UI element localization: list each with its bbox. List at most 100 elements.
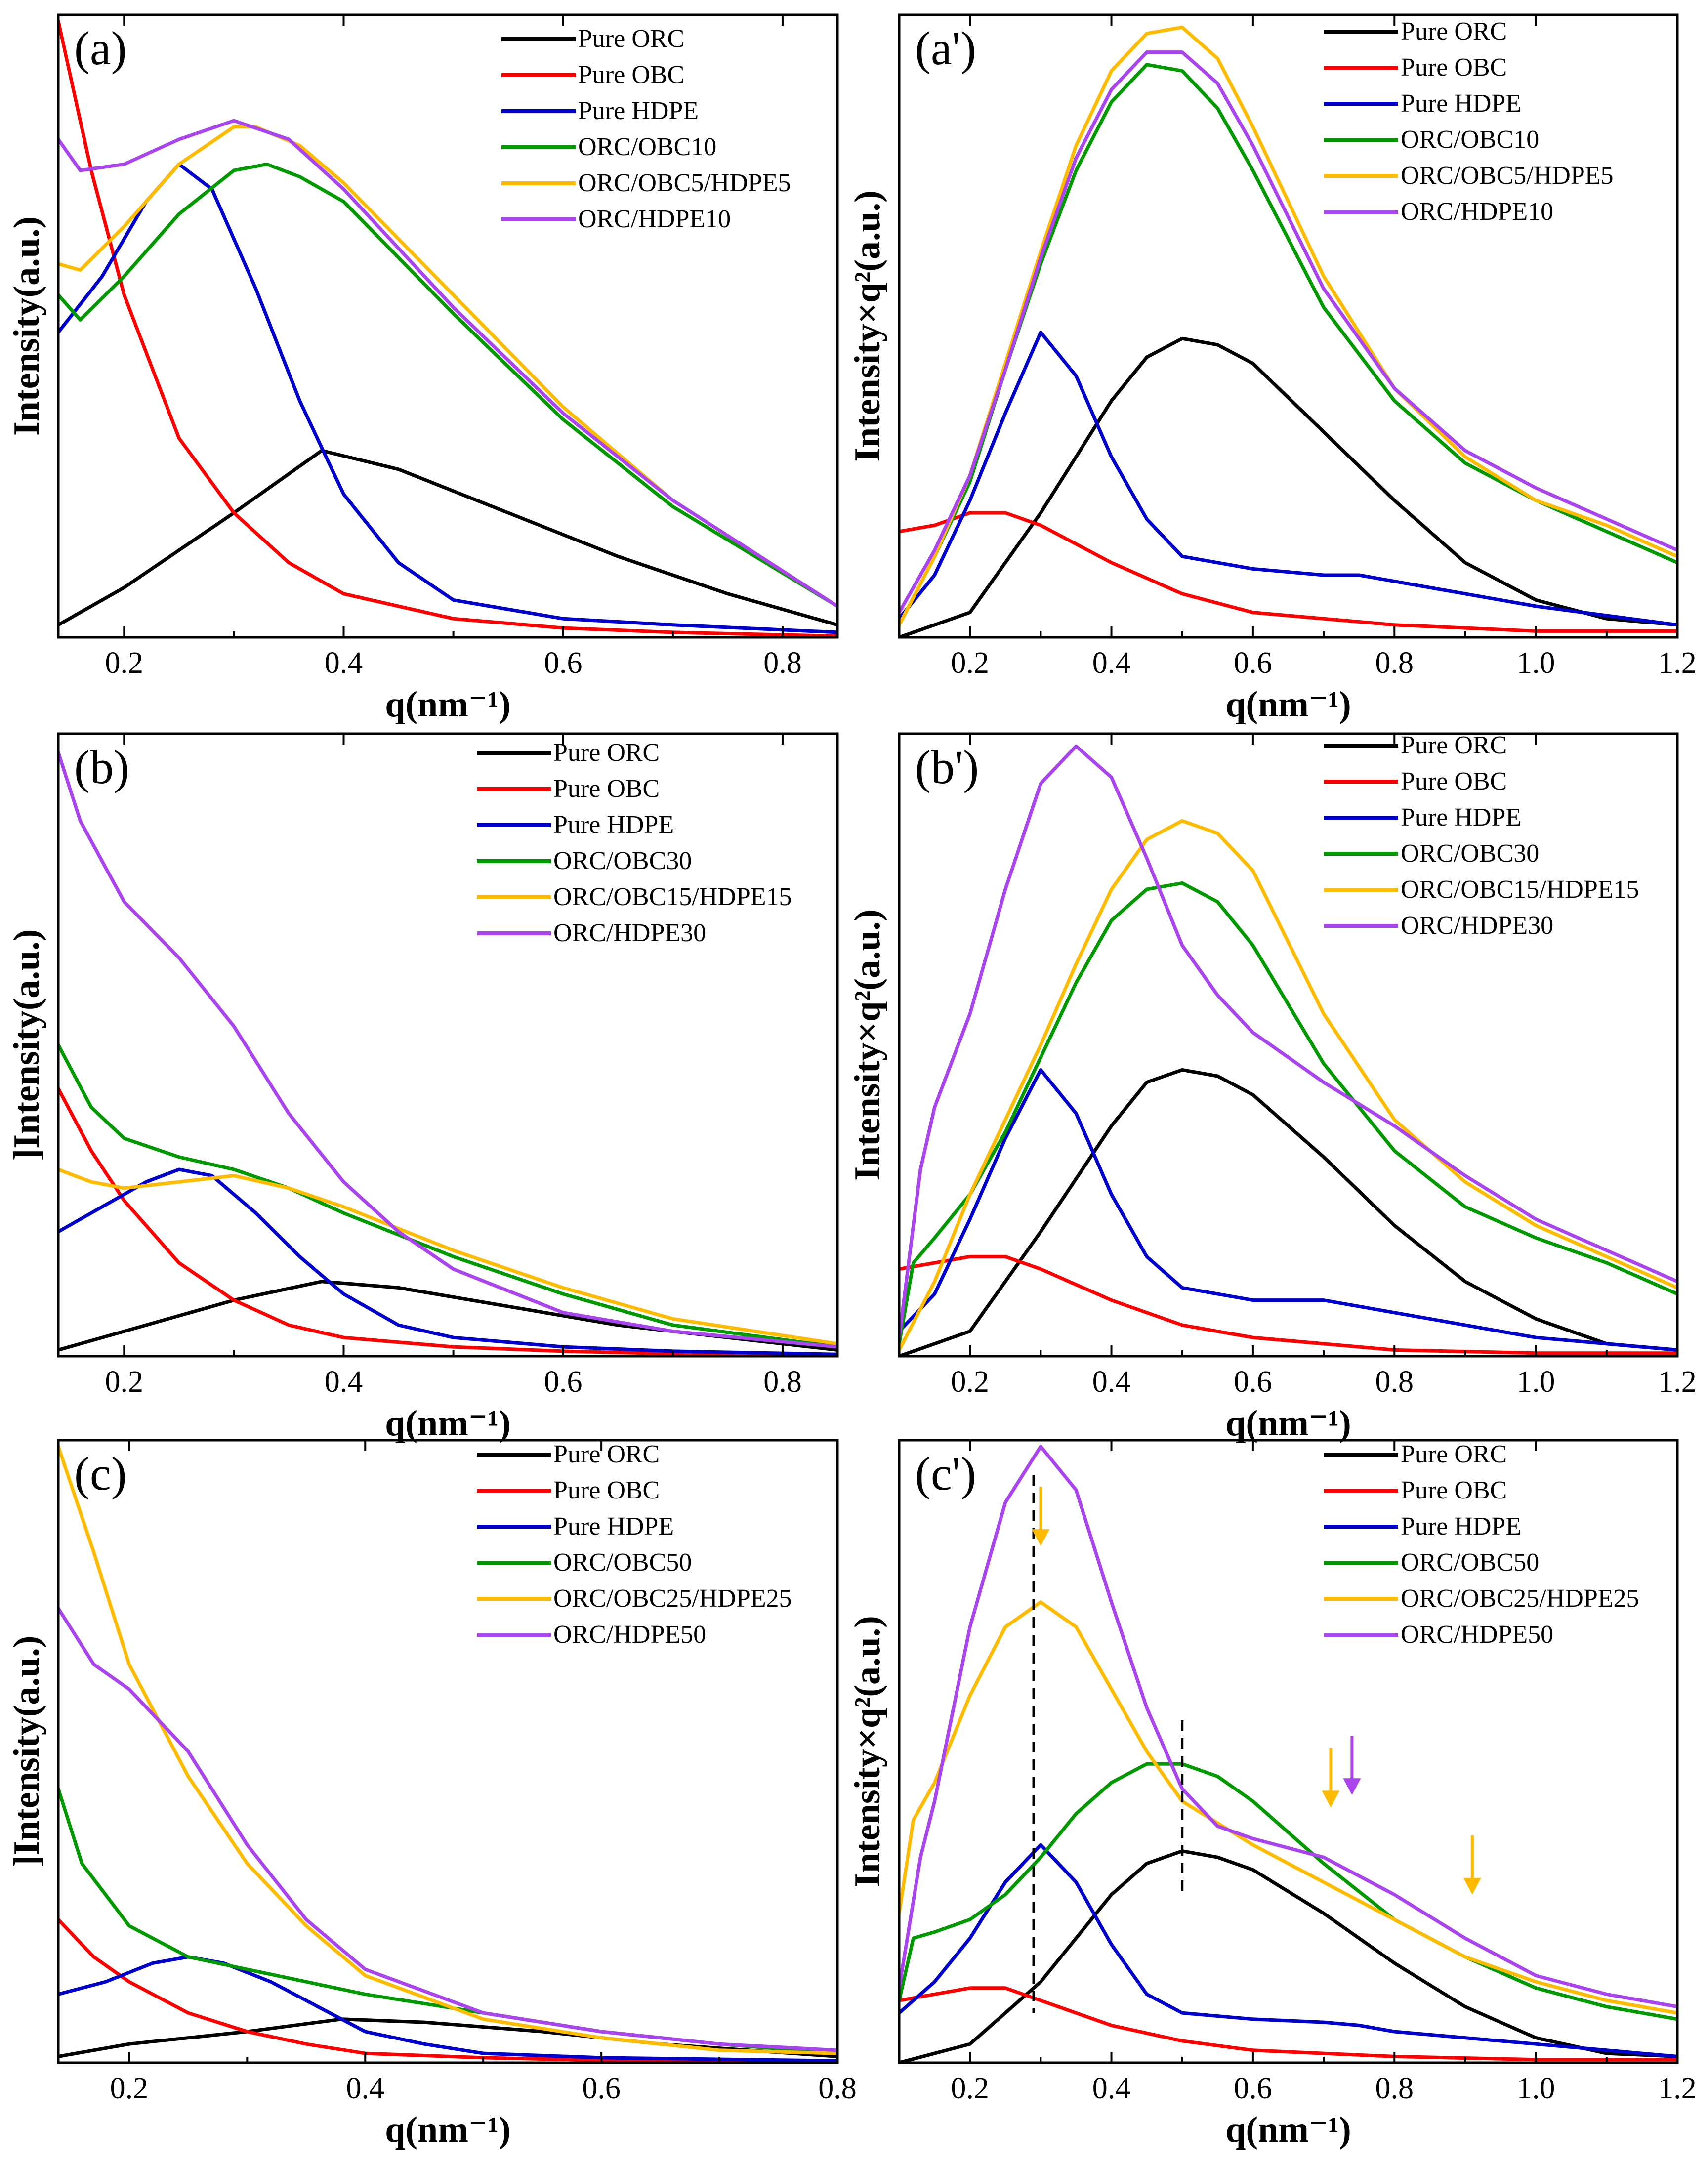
legend-entry: Pure ORC (553, 1440, 660, 1468)
y-axis-label: Intensity×q²(a.u.) (847, 190, 888, 462)
x-tick-label: 0.8 (1375, 1365, 1414, 1399)
legend-entry: ORC/OBC5/HDPE5 (1401, 162, 1614, 190)
legend-entry: Pure HDPE (553, 811, 674, 839)
x-tick-label: 0.2 (110, 2072, 149, 2105)
panel-label: (b') (915, 741, 979, 793)
legend: Pure ORC Pure OBC Pure HDPE ORC/OBC50 ORC/OB… (1324, 1440, 1639, 1649)
legend-entry: Pure OBC (1401, 53, 1507, 82)
legend-entry: ORC/HDPE30 (1401, 912, 1553, 940)
panel-label: (a) (74, 22, 127, 75)
x-tick-label: 1.0 (1517, 1365, 1555, 1399)
plot-frame (898, 13, 1679, 639)
panel-c-prime: 0.2 0.4 0.6 0.8 1.0 1.2 q(nm⁻¹) Intensity×q²(a.… (847, 1439, 1697, 2150)
series-line-pure-hdpe (899, 1068, 1677, 1352)
legend: Pure ORC Pure OBC Pure HDPE ORC/OBC10 ORC/OB… (501, 25, 791, 233)
panel-c: 0.2 0.4 0.6 0.8 q(nm⁻¹)]Intensity(a.u.) (c) Pu… (6, 1439, 857, 2150)
legend-entry: Pure HDPE (1401, 1512, 1521, 1540)
series-line-pure-hdpe (899, 331, 1677, 627)
x-tick-label: 0.4 (325, 646, 363, 680)
x-tick-label: 1.0 (1517, 2072, 1555, 2105)
x-tick-label: 0.4 (1092, 2072, 1131, 2105)
legend-entry: Pure OBC (578, 61, 684, 89)
plot-frame (57, 732, 839, 1358)
legend-entry: Pure ORC (578, 25, 684, 53)
plot-frame (898, 732, 1679, 1358)
legend-entry: Pure ORC (1401, 731, 1507, 759)
panel-b-prime: 0.2 0.4 0.6 0.8 1.0 1.2 q(nm⁻¹) Intensity×q²(a.… (847, 731, 1697, 1444)
legend-entry: Pure OBC (1401, 1476, 1507, 1504)
legend-entry: ORC/HDPE30 (553, 919, 706, 947)
x-axis-label: q(nm⁻¹) (385, 684, 510, 725)
legend-entry: ORC/HDPE50 (1401, 1621, 1553, 1649)
series-line-pure-hdpe (899, 1843, 1677, 2058)
legend: Pure ORC Pure OBC Pure HDPE ORC/OBC10 ORC/OB… (1324, 17, 1614, 226)
x-tick-label: 0.4 (346, 2072, 384, 2105)
legend-entry: Pure ORC (1401, 1440, 1507, 1468)
legend-entry: Pure HDPE (578, 97, 699, 125)
series-line-pure-obc (899, 1986, 1677, 2062)
x-tick-label: 0.8 (763, 1365, 802, 1399)
y-axis-label: Intensity×q²(a.u.) (847, 1616, 888, 1887)
legend-entry: ORC/OBC10 (578, 133, 716, 161)
legend: Pure ORC Pure OBC Pure HDPE ORC/OBC30 ORC/OB… (477, 739, 792, 947)
legend-entry: Pure OBC (553, 775, 660, 803)
panel-label: (c') (915, 1447, 976, 1500)
plot-frame (57, 1439, 839, 2064)
legend-entry: Pure HDPE (553, 1512, 674, 1540)
legend-entry: Pure OBC (1401, 767, 1507, 795)
legend-entry: ORC/OBC5/HDPE5 (578, 169, 791, 197)
x-tick-label: 0.2 (951, 1365, 989, 1399)
plot-frame (57, 13, 839, 639)
series-line-pure-obc (58, 1917, 837, 2063)
series-line-pure-obc (58, 1086, 837, 1356)
series-line-pure-obc (899, 511, 1677, 633)
series-line-pure-orc (899, 336, 1677, 637)
x-axis-label: q(nm⁻¹) (385, 2110, 510, 2150)
legend-entry: ORC/OBC30 (553, 847, 692, 875)
legend-entry: ORC/HDPE10 (1401, 198, 1553, 226)
x-tick-label: 1.2 (1658, 646, 1697, 680)
series-line-orc-obc25-hdpe25 (58, 1445, 837, 2055)
panel-a: 0.2 0.4 0.6 0.8 q(nm⁻¹) Intensity(a.u.) (a) Pur… (6, 13, 839, 725)
x-tick-label: 1.2 (1658, 1365, 1697, 1399)
annotation-arrow (1322, 1748, 1340, 1808)
series-line-orc-hdpe10 (899, 50, 1677, 615)
legend-entry: ORC/OBC10 (1401, 125, 1539, 154)
series-line-pure-orc (899, 1849, 1677, 2063)
panel-a-prime: 0.2 0.4 0.6 0.8 1.0 1.2 q(nm⁻¹) Intensity×q²(a.… (847, 13, 1697, 725)
series-line-pure-hdpe (58, 1955, 837, 2063)
series-line-orc-obc5-hdpe5 (899, 25, 1677, 627)
x-tick-label: 0.6 (1234, 646, 1272, 680)
series-line-orc-obc25-hdpe25 (899, 1600, 1677, 2015)
legend-entry: ORC/OBC30 (1401, 839, 1539, 868)
x-tick-label: 0.2 (951, 2072, 989, 2105)
x-tick-label: 0.8 (1375, 646, 1414, 680)
panel-b: 0.2 0.4 0.6 0.8 q(nm⁻¹)]Intensity(a.u.) (b) Pu… (6, 732, 839, 1444)
x-tick-label: 0.4 (1092, 1365, 1131, 1399)
panel-label: (b) (74, 741, 129, 793)
x-tick-label: 0.6 (544, 646, 583, 680)
series-line-orc-obc15-hdpe15 (58, 1167, 837, 1346)
x-tick-label: 0.6 (1234, 1365, 1272, 1399)
y-axis-label: ]Intensity(a.u.) (6, 1636, 47, 1868)
panel-label: (a') (915, 22, 976, 75)
x-axis-label: q(nm⁻¹) (1225, 2110, 1351, 2150)
legend-entry: ORC/OBC50 (1401, 1548, 1539, 1577)
legend-entry: ORC/OBC25/HDPE25 (1401, 1584, 1639, 1613)
series-line-orc-obc10 (58, 162, 837, 608)
x-axis-label: q(nm⁻¹) (1225, 684, 1351, 725)
series-line-pure-hdpe (58, 162, 837, 634)
legend-entry: ORC/OBC50 (553, 1548, 692, 1577)
legend-entry: ORC/OBC15/HDPE15 (1401, 875, 1639, 904)
legend-entry: Pure ORC (1401, 17, 1507, 45)
series-line-orc-obc10 (899, 63, 1677, 627)
legend-entry: ORC/HDPE10 (578, 205, 731, 233)
legend-entry: ORC/HDPE50 (553, 1621, 706, 1649)
x-tick-label: 1.2 (1658, 2072, 1697, 2105)
legend: Pure ORC Pure OBC Pure HDPE ORC/OBC50 ORC/OB… (477, 1440, 792, 1649)
x-tick-label: 0.8 (1375, 2072, 1414, 2105)
plot-frame (898, 1439, 1679, 2064)
legend-entry: Pure OBC (553, 1476, 660, 1504)
series-line-orc-obc30 (899, 881, 1677, 1346)
